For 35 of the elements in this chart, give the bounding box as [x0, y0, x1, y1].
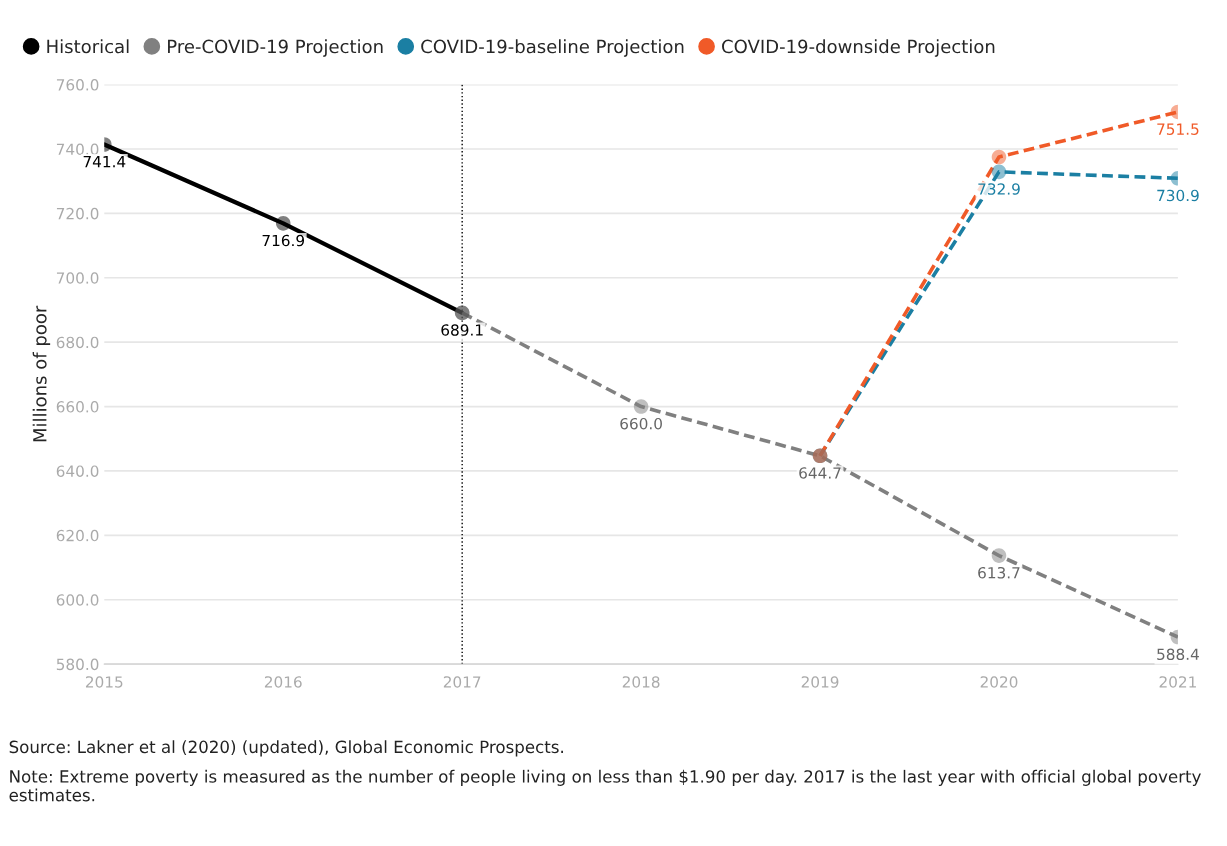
x-tick-label: 2017	[443, 676, 481, 688]
y-tick-label: 660.0	[56, 401, 99, 413]
x-tick-label: 2020	[980, 676, 1018, 688]
y-tick-label: 640.0	[56, 465, 99, 477]
y-tick-label: 740.0	[56, 143, 99, 156]
y-tick-label: 680.0	[56, 336, 99, 349]
y-tick-label: 580.0	[56, 658, 99, 671]
y-tick-label: 620.0	[56, 529, 99, 542]
legend-label: Pre-COVID-19 Projection	[168, 39, 383, 57]
x-tick-label: 2019	[801, 676, 839, 688]
legend-label: COVID-19-downside Projection	[722, 39, 995, 57]
y-tick-label: 700.0	[56, 272, 99, 284]
x-tick-label: 2016	[264, 676, 302, 688]
point	[633, 399, 649, 414]
data-label: 660.0	[620, 417, 662, 430]
data-label: 613.7	[978, 566, 1020, 579]
x-tick-label: 2018	[622, 676, 660, 688]
data-label: 716.9	[262, 234, 305, 247]
y-tick-label: 720.0	[56, 207, 99, 220]
y-tick-label: 600.0	[56, 594, 99, 606]
data-label: 588.4	[1157, 648, 1199, 660]
x-tick-label: 2015	[85, 676, 123, 688]
data-label: 732.9	[978, 183, 1020, 195]
legend-label: COVID-19-baseline Projection	[421, 39, 684, 57]
data-label: 751.5	[1157, 123, 1199, 135]
data-label: 689.1	[441, 324, 483, 336]
text: Note: Extreme poverty is measured as the number of people living on less than $1.90 per day. 2017 is the last year with official global poverty estimates.	[9, 769, 1201, 802]
data-label: 730.9	[1157, 189, 1199, 202]
y-axis-title: Millions of poor	[32, 305, 51, 442]
data-label: 644.7	[799, 467, 841, 479]
data-label: 741.4	[83, 156, 126, 168]
x-tick-label: 2021	[1159, 676, 1196, 688]
legend-label: Historical	[47, 39, 129, 54]
source-note: Source: Lakner et al (2020) (updated), Global Economic Prospects.	[9, 740, 563, 757]
y-tick-label: 760.0	[56, 79, 99, 91]
